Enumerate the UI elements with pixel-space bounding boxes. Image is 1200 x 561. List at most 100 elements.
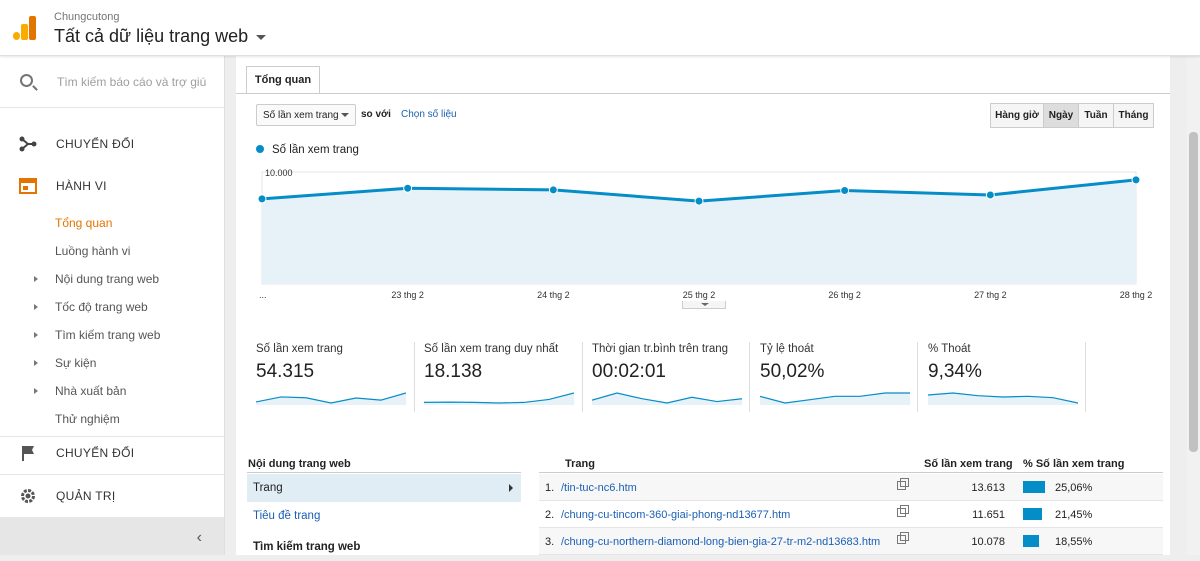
divider [749, 342, 750, 412]
scorecard-bounce-rate[interactable]: Tỷ lệ thoát 50,02% [760, 343, 910, 413]
sidebar-item-site-search[interactable]: Tìm kiếm trang web [0, 320, 224, 348]
sidebar-item-admin[interactable]: QUẢN TRỊ [0, 478, 224, 514]
column-header-page[interactable]: Trang [565, 458, 595, 470]
page-link[interactable]: /tin-tuc-nc6.htm [561, 482, 637, 494]
sidebar-item-events[interactable]: Sự kiện [0, 348, 224, 376]
sidebar-item-label: Tổng quan [55, 216, 113, 230]
gear-icon [21, 489, 35, 503]
property-selector[interactable]: Tất cả dữ liệu trang web [54, 26, 267, 47]
sidebar-item-label: CHUYỂN ĐỔI [56, 446, 135, 460]
sidebar-item-experiments[interactable]: Thử nghiệm [0, 404, 224, 432]
x-tick-label: 24 thg 2 [537, 290, 570, 300]
page-scrollbar[interactable] [1187, 56, 1200, 555]
page-link[interactable]: /chung-cu-northern-diamond-long-bien-gia… [561, 536, 881, 548]
percent-value: 25,06% [1055, 482, 1093, 494]
account-name: Chungcutong [54, 11, 120, 23]
sparkline-area [928, 393, 1078, 405]
open-page-icon[interactable] [897, 532, 909, 544]
flag-icon [22, 446, 34, 461]
divider [539, 472, 1163, 473]
chart-resize-handle[interactable] [682, 301, 726, 309]
expand-arrow-icon [34, 388, 38, 394]
x-tick-label: ... [259, 290, 267, 300]
sparkline-line [256, 392, 406, 404]
sidebar-item-publisher[interactable]: Nhà xuất bản [0, 376, 224, 404]
dimension-page[interactable]: Trang [247, 474, 521, 502]
data-point [694, 196, 704, 206]
pageviews-line-chart: 10.0005.000...23 thg 224 thg 225 thg 226… [257, 168, 1152, 300]
report-search[interactable]: Tìm kiếm báo cáo và trợ giú [0, 56, 224, 108]
sidebar-item-behavior-flow[interactable]: Luồng hành vi [0, 236, 224, 264]
conversions-icon [19, 136, 37, 152]
site-search-header: Tìm kiếm trang web [247, 533, 521, 561]
sidebar-item-behavior[interactable]: HÀNH VI [0, 168, 224, 204]
sparkline-area [256, 393, 406, 405]
scorecard-unique-pageviews[interactable]: Số lần xem trang duy nhất 18.138 [424, 343, 574, 413]
data-point [840, 185, 850, 195]
search-input[interactable]: Tìm kiếm báo cáo và trợ giú [57, 75, 207, 89]
granularity-hourly-button[interactable]: Hàng giờ [990, 103, 1044, 128]
dimension-label: Tiêu đề trang [253, 510, 321, 522]
dimension-page-title[interactable]: Tiêu đề trang [247, 502, 521, 530]
choose-metric-link[interactable]: Chọn số liệu [401, 109, 457, 120]
sidebar-item-site-speed[interactable]: Tốc độ trang web [0, 292, 224, 320]
expand-arrow-icon [34, 360, 38, 366]
sparkline-line [760, 392, 910, 404]
data-point [985, 190, 995, 200]
open-page-icon[interactable] [897, 478, 909, 490]
percent-bar [1023, 535, 1039, 547]
sidebar-item-label: Sự kiện [55, 356, 97, 370]
scorecard-name: Tỷ lệ thoát [760, 343, 814, 355]
sidebar-item-conversions-2[interactable]: CHUYỂN ĐỔI [0, 435, 224, 471]
divider [0, 474, 224, 475]
scorecard-name: Số lần xem trang duy nhất [424, 343, 559, 355]
search-icon [20, 74, 33, 87]
table-row: 1. /tin-tuc-nc6.htm 13.613 25,06% [539, 474, 1163, 501]
analytics-logo-icon[interactable] [13, 16, 37, 40]
divider [247, 472, 521, 473]
percent-value: 18,55% [1055, 536, 1093, 548]
sidebar-item-label: Nhà xuất bản [55, 384, 127, 398]
scorecard-pageviews[interactable]: Số lần xem trang 54.315 [256, 343, 406, 413]
page-link[interactable]: /chung-cu-tincom-360-giai-phong-nd13677.… [561, 509, 791, 521]
scorecard-value: 00:02:01 [592, 361, 666, 382]
sparkline-area [760, 393, 910, 405]
scorecard-name: Thời gian tr.bình trên trang [592, 343, 729, 355]
sparkline [760, 392, 910, 405]
data-point [1131, 175, 1141, 185]
sidebar-item-site-content[interactable]: Nội dung trang web [0, 264, 224, 292]
percent-bar [1023, 481, 1045, 493]
granularity-month-button[interactable]: Tháng [1113, 103, 1154, 128]
vs-label: so với [361, 109, 391, 120]
granularity-day-button[interactable]: Ngày [1043, 103, 1079, 128]
table-row: 2. /chung-cu-tincom-360-giai-phong-nd136… [539, 501, 1163, 528]
sidebar-item-overview[interactable]: Tổng quan [0, 208, 224, 236]
divider [1085, 342, 1086, 412]
sidebar-item-conversions[interactable]: CHUYỂN ĐỔI [0, 126, 224, 162]
column-header-pageviews[interactable]: Số lần xem trang [924, 458, 1013, 470]
sidebar-item-label: Luồng hành vi [55, 244, 131, 258]
tab-underline [236, 93, 1170, 94]
tab-overview[interactable]: Tổng quan [246, 66, 320, 94]
column-header-pageviews-pct[interactable]: % Số lần xem trang [1023, 458, 1125, 470]
scrollbar-thumb[interactable] [1189, 132, 1198, 452]
metric-dropdown-value: Số lần xem trang [263, 110, 339, 121]
sidebar-item-label: Tốc độ trang web [55, 300, 148, 314]
pageviews-value: 11.651 [972, 509, 1005, 521]
percent-value: 21,45% [1055, 509, 1093, 521]
divider [582, 342, 583, 412]
granularity-week-button[interactable]: Tuần [1078, 103, 1114, 128]
legend-dot [256, 145, 264, 153]
metric-dropdown[interactable]: Số lần xem trang [256, 104, 356, 126]
open-page-icon[interactable] [897, 505, 909, 517]
collapse-sidebar-button[interactable]: ‹ [0, 517, 224, 555]
chevron-down-icon [256, 34, 267, 40]
main-panel: Tổng quan Số lần xem trang so với Chọn s… [236, 56, 1170, 555]
x-tick-label: 23 thg 2 [391, 290, 424, 300]
series-area [262, 179, 1136, 284]
sparkline [592, 392, 742, 405]
scorecard-avg-time[interactable]: Thời gian tr.bình trên trang 00:02:01 [592, 343, 742, 413]
row-index: 1. [545, 482, 555, 494]
scorecard-exit-rate[interactable]: % Thoát 9,34% [928, 343, 1078, 413]
legend-label: Số lần xem trang [272, 144, 359, 156]
